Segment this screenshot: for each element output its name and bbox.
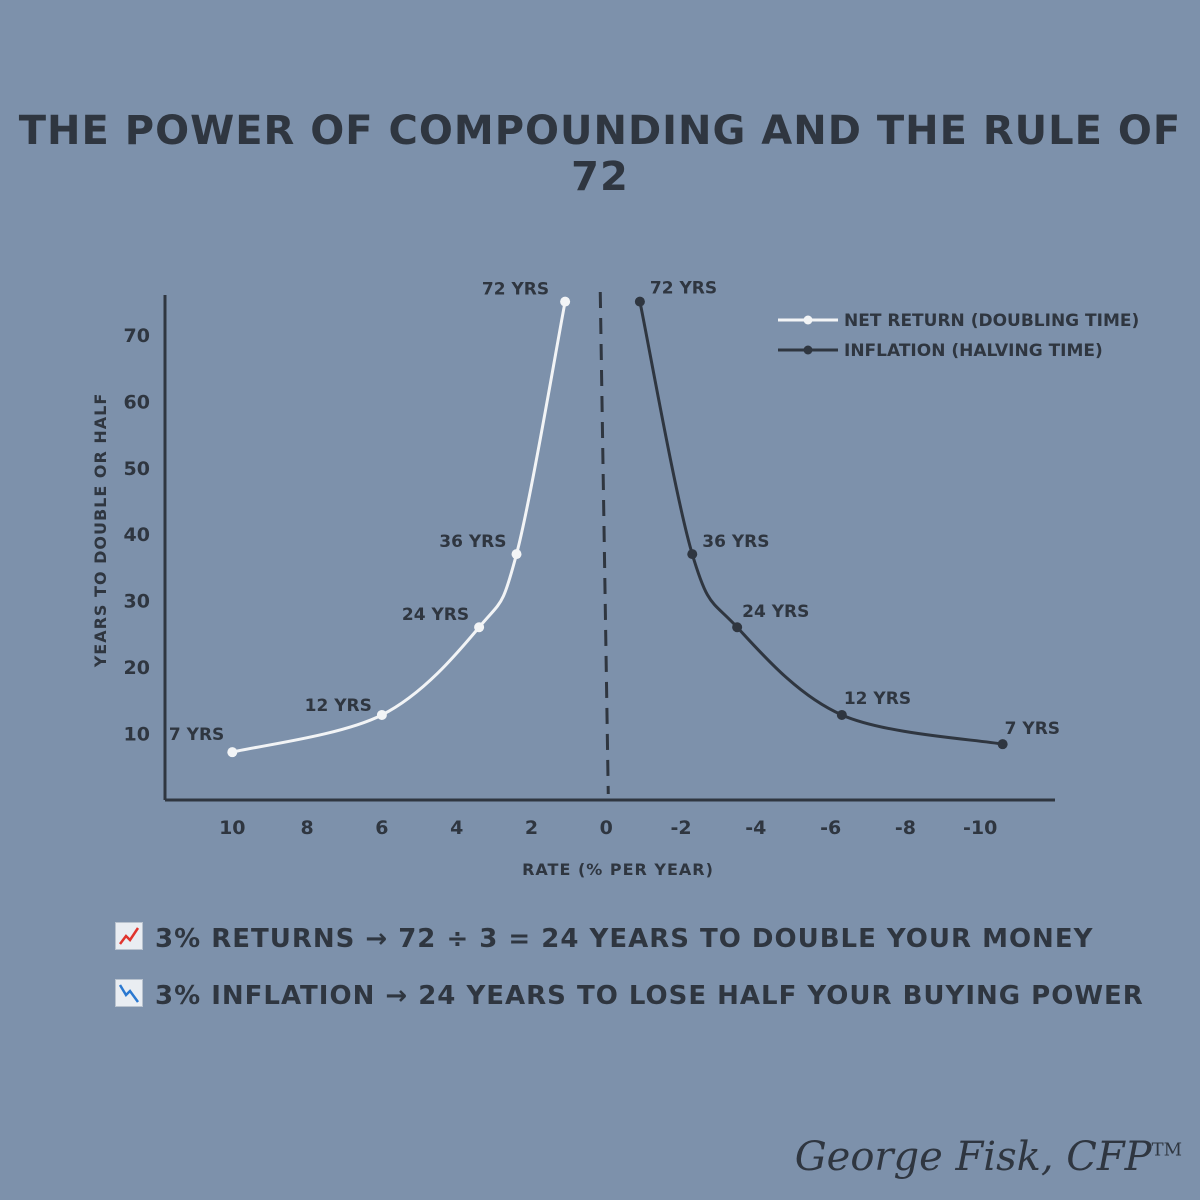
x-tick-labels: 10 8 6 4 2 0 -2 -4 -6 -8 -10 <box>219 817 997 839</box>
x-tick-label: 2 <box>525 817 538 839</box>
axes <box>163 295 1055 802</box>
x-tick-label: 0 <box>600 817 613 839</box>
y-tick-label: 30 <box>124 591 150 613</box>
x-tick-label: -2 <box>670 817 691 839</box>
y-tick-labels: 10 20 30 40 50 60 70 <box>124 325 150 746</box>
y-tick-label: 20 <box>124 657 150 679</box>
data-point <box>836 709 847 720</box>
chart-decreasing-icon <box>115 979 143 1007</box>
data-label: 36 YRS <box>439 532 506 552</box>
note-inflation-text: 3% INFLATION → 24 YEARS TO LOSE HALF YOU… <box>155 981 1144 1011</box>
data-label: 72 YRS <box>650 279 717 299</box>
x-axis-label: RATE (% PER YEAR) <box>522 860 714 879</box>
y-tick-label: 60 <box>124 391 150 413</box>
zero-reference-line <box>598 291 610 795</box>
note-returns-text: 3% RETURNS → 72 ÷ 3 = 24 YEARS TO DOUBLE… <box>155 924 1094 954</box>
data-point <box>634 296 645 307</box>
x-tick-label: 4 <box>450 817 463 839</box>
data-label: 7 YRS <box>1005 719 1060 739</box>
x-tick-label: -6 <box>820 817 841 839</box>
series-line <box>638 301 1003 746</box>
data-point <box>560 296 571 307</box>
data-label: 24 YRS <box>742 602 809 622</box>
x-tick-label: 10 <box>219 817 245 839</box>
signature: George Fisk, CFPTM <box>795 1134 1182 1180</box>
legend: NET RETURN (DOUBLING TIME) INFLATION (HAL… <box>778 311 1139 361</box>
trademark-mark: TM <box>1151 1139 1182 1161</box>
y-axis-label: YEARS TO DOUBLE OR HALF <box>91 393 110 669</box>
data-point <box>997 739 1008 750</box>
series-inflation: 72 YRS 36 YRS 24 YRS 12 YRS 7 YRS <box>634 279 1060 750</box>
data-label: 12 YRS <box>844 689 911 709</box>
x-tick-label: 6 <box>375 817 388 839</box>
data-label: 7 YRS <box>169 725 224 745</box>
signature-name: George Fisk, CFP <box>794 1134 1152 1180</box>
x-tick-label: -8 <box>895 817 916 839</box>
y-tick-label: 10 <box>124 724 150 746</box>
data-point <box>376 709 387 720</box>
legend-swatch-dot <box>803 345 813 355</box>
data-point <box>474 622 485 633</box>
y-tick-label: 50 <box>124 458 150 480</box>
chart-increasing-icon <box>115 922 143 950</box>
y-tick-label: 70 <box>124 325 150 347</box>
chart-title: THE POWER OF COMPOUNDING AND THE RULE OF… <box>18 108 1182 200</box>
data-point <box>511 549 522 560</box>
x-tick-label: -10 <box>963 817 997 839</box>
data-label: 36 YRS <box>702 532 769 552</box>
x-tick-label: -4 <box>745 817 766 839</box>
series-line <box>231 301 567 754</box>
data-point <box>732 622 743 633</box>
series-layer: 7 YRS 12 YRS 24 YRS 36 YRS 72 YRS 72 YRS 36 YR… <box>169 279 1060 758</box>
legend-label: INFLATION (HALVING TIME) <box>844 341 1103 361</box>
legend-label: NET RETURN (DOUBLING TIME) <box>844 311 1139 331</box>
note-inflation: 3% INFLATION → 24 YEARS TO LOSE HALF YOU… <box>115 979 1144 1011</box>
series-net-return: 7 YRS 12 YRS 24 YRS 36 YRS 72 YRS <box>169 280 571 758</box>
note-returns: 3% RETURNS → 72 ÷ 3 = 24 YEARS TO DOUBLE… <box>115 922 1093 954</box>
x-tick-label: 8 <box>300 817 313 839</box>
data-label: 12 YRS <box>305 696 372 716</box>
y-tick-label: 40 <box>124 524 150 546</box>
data-label: 72 YRS <box>482 280 549 300</box>
data-point <box>687 549 698 560</box>
data-point <box>227 747 238 758</box>
legend-swatch-dot <box>803 315 813 325</box>
data-label: 24 YRS <box>402 605 469 625</box>
